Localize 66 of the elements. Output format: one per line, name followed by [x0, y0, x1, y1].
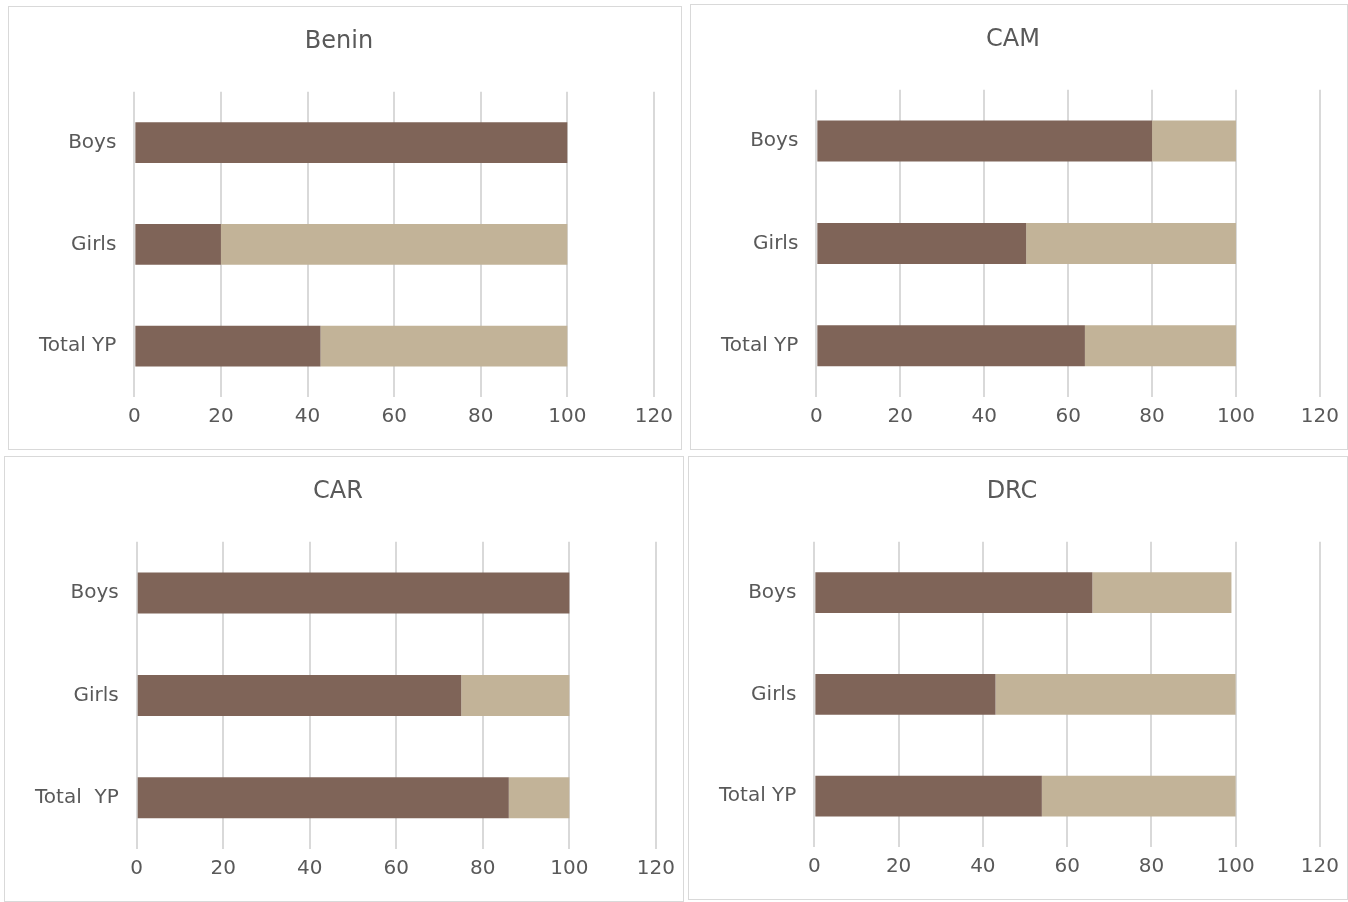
x-tick-label: 20	[885, 853, 912, 878]
x-tick-label: 0	[130, 855, 144, 880]
x-tick-label: 100	[1216, 403, 1256, 428]
x-tick-label: 120	[1300, 403, 1340, 428]
y-tick-label: Total YP	[38, 332, 117, 357]
bar	[508, 777, 570, 819]
y-tick-label: Girls	[73, 681, 119, 706]
y-tick-label: Boys	[70, 579, 119, 604]
bar	[137, 777, 509, 819]
y-tick-label: Total YP	[34, 784, 119, 808]
bar	[1041, 775, 1236, 817]
x-tick-label: 100	[548, 403, 587, 428]
bar	[817, 325, 1085, 367]
x-tick-label: 120	[634, 403, 674, 428]
bar	[461, 674, 570, 716]
bar	[1152, 120, 1236, 162]
x-tick-label: 120	[1300, 853, 1340, 878]
chart-title: CAR	[313, 475, 363, 504]
x-tick-label: 80	[468, 403, 494, 428]
x-tick-label: 0	[809, 403, 823, 428]
bar	[220, 224, 568, 265]
bar	[817, 222, 1027, 264]
x-tick-label: 40	[297, 855, 323, 880]
bar	[815, 775, 1042, 817]
bar	[135, 224, 221, 265]
y-tick-label: Girls	[71, 230, 117, 255]
bar	[1026, 222, 1236, 264]
y-tick-label: Girls	[751, 680, 797, 705]
x-tick-label: 40	[970, 853, 996, 878]
y-tick-label: Total YP	[720, 332, 799, 356]
x-tick-label: 100	[550, 855, 589, 880]
x-tick-label: 120	[636, 855, 676, 880]
bar	[135, 325, 321, 367]
y-tick-label: Total YP	[718, 782, 797, 807]
bar	[1084, 325, 1236, 367]
x-tick-label: 20	[887, 403, 913, 428]
x-tick-label: 0	[807, 853, 821, 878]
x-tick-label: 0	[127, 403, 141, 428]
bar	[815, 572, 1093, 614]
y-tick-label: Boys	[68, 128, 117, 153]
x-tick-label: 60	[381, 403, 407, 428]
bar	[815, 674, 996, 715]
x-tick-label: 80	[470, 855, 496, 880]
bar	[137, 572, 570, 614]
y-tick-label: Boys	[750, 127, 799, 152]
bar	[135, 122, 568, 164]
x-tick-label: 100	[1216, 853, 1255, 878]
bar	[137, 674, 462, 716]
x-tick-label: 80	[1138, 853, 1165, 878]
x-tick-label: 80	[1139, 403, 1165, 428]
y-tick-label: Boys	[748, 578, 797, 603]
bar	[320, 325, 568, 367]
chart-title: DRC	[986, 475, 1038, 504]
x-tick-label: 20	[208, 403, 234, 428]
chart-title: CAM	[986, 23, 1040, 52]
bar	[1092, 572, 1232, 614]
y-tick-label: Girls	[753, 229, 799, 254]
x-tick-label: 60	[383, 855, 410, 880]
chart-title: Benin	[304, 25, 374, 54]
x-tick-label: 20	[210, 855, 236, 880]
bar	[817, 120, 1153, 162]
x-tick-label: 40	[294, 403, 321, 428]
x-tick-label: 40	[971, 403, 997, 428]
bar	[995, 674, 1236, 715]
x-tick-label: 60	[1054, 853, 1080, 878]
x-tick-label: 60	[1055, 403, 1081, 428]
